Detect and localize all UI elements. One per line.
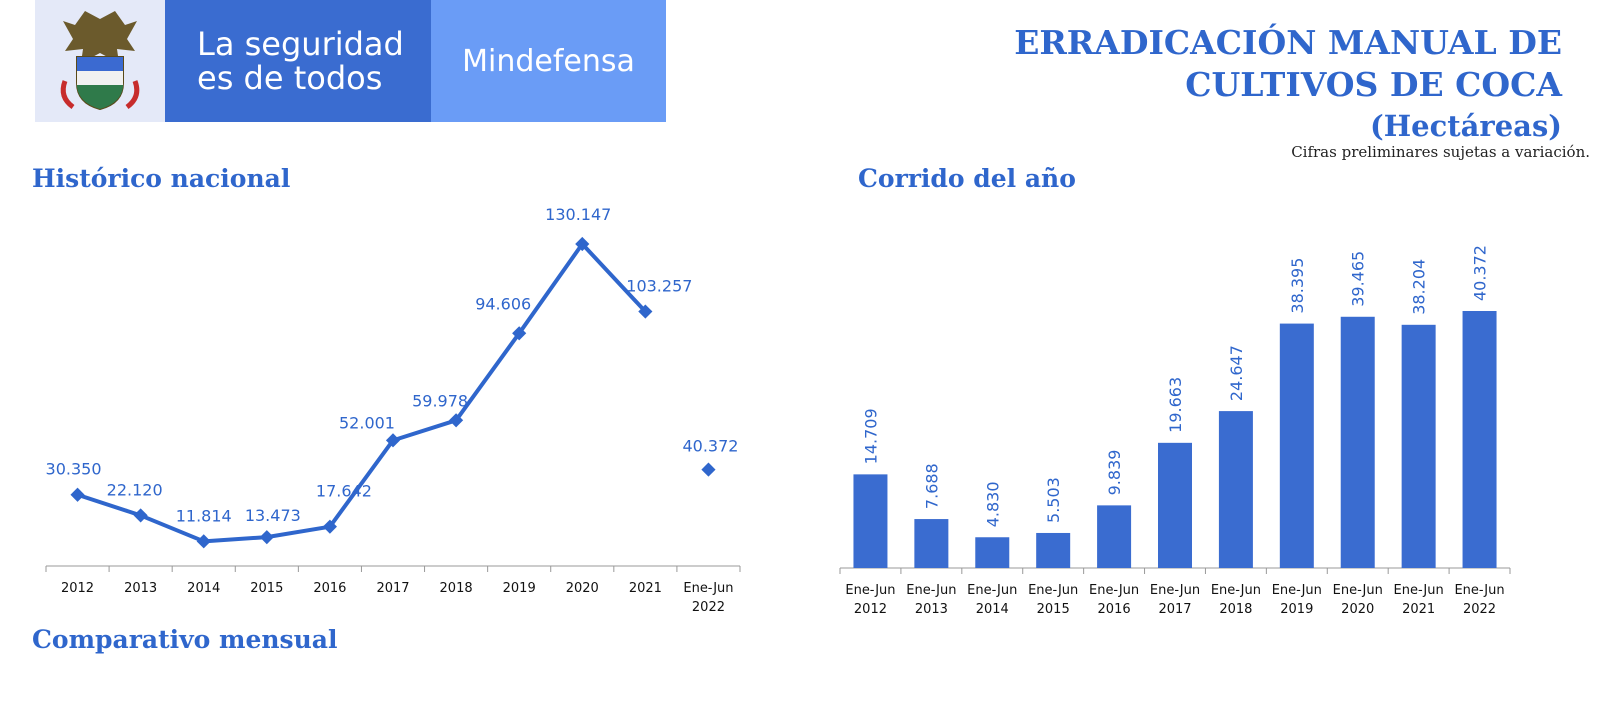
line-x-tick-label: 2014 [187, 581, 220, 596]
bar-data-label: 7.688 [922, 463, 941, 509]
line-x-tick-label: Ene-Jun [683, 581, 733, 596]
bar-data-label: 14.709 [861, 408, 880, 464]
bar-x-tick-label: Ene-Jun [906, 583, 956, 598]
line-x-tick-label: 2021 [629, 581, 662, 596]
bar [1340, 316, 1375, 568]
preliminary-note: Cifras preliminares sujetas a variación. [1291, 143, 1590, 161]
bar-x-tick-label: 2022 [1463, 602, 1496, 617]
bar-data-label: 38.395 [1288, 258, 1307, 314]
line-x-tick-label: 2020 [566, 581, 599, 596]
bar-x-tick-label: 2019 [1280, 602, 1313, 617]
bar [1158, 442, 1192, 568]
line-point-marker [70, 487, 85, 502]
line-x-tick-label: 2019 [503, 581, 536, 596]
page-title: ERRADICACIÓN MANUAL DE CULTIVOS DE COCA … [1014, 22, 1562, 146]
bar [1218, 411, 1253, 568]
line-point-marker [575, 236, 590, 252]
bar [1279, 323, 1314, 568]
line-series [76, 242, 647, 544]
line-point-marker [512, 326, 527, 341]
section-title-historico: Histórico nacional [32, 164, 291, 193]
bar [914, 519, 949, 568]
title-line-2: CULTIVOS DE COCA [1185, 65, 1562, 104]
line-data-label: 17.642 [316, 482, 372, 501]
bar-data-label: 5.503 [1044, 477, 1063, 523]
bar-data-label: 19.663 [1166, 377, 1185, 433]
line-data-label: 40.372 [682, 437, 738, 456]
line-x-tick-label: 2022 [692, 600, 725, 615]
title-line-1: ERRADICACIÓN MANUAL DE [1014, 23, 1562, 62]
bar [1036, 532, 1071, 568]
line-x-tick-label: 2012 [61, 581, 94, 596]
line-data-label: 22.120 [107, 480, 163, 499]
line-x-tick-label: 2015 [250, 581, 283, 596]
line-data-label: 59.978 [412, 391, 468, 410]
line-point-marker [701, 462, 716, 477]
bar-x-tick-label: Ene-Jun [1454, 583, 1504, 598]
line-data-label: 52.001 [339, 413, 395, 432]
line-data-label: 30.350 [46, 460, 102, 479]
bar-x-tick-label: 2014 [976, 602, 1009, 617]
line-x-tick-label: 2018 [440, 581, 473, 596]
line-point-marker [133, 508, 148, 523]
bar [1097, 505, 1132, 568]
line-x-tick-label: 2017 [376, 581, 409, 596]
section-title-corrido: Corrido del año [858, 164, 1076, 193]
bar-x-tick-label: Ene-Jun [1028, 583, 1078, 598]
line-data-label: 103.257 [626, 277, 692, 296]
bar-data-label: 24.647 [1227, 345, 1246, 401]
line-x-tick-label: 2016 [313, 581, 346, 596]
line-point-marker [259, 530, 274, 545]
line-point-marker [385, 433, 401, 448]
line-data-label: 11.814 [176, 506, 232, 525]
slogan-line-1: La seguridad [197, 25, 404, 63]
bar-data-label: 4.830 [983, 481, 1002, 527]
bar-x-tick-label: Ene-Jun [1089, 583, 1139, 598]
bar-x-tick-label: Ene-Jun [1211, 583, 1261, 598]
ministry-name: Mindefensa [431, 0, 666, 122]
line-x-tick-label: 2013 [124, 581, 157, 596]
bar-data-label: 9.839 [1105, 450, 1124, 496]
bar-x-tick-label: 2012 [854, 602, 887, 617]
bar-x-tick-label: Ene-Jun [1272, 583, 1322, 598]
bar-data-label: 39.465 [1349, 251, 1368, 307]
bar [1401, 324, 1436, 568]
bar-x-tick-label: Ene-Jun [1394, 583, 1444, 598]
line-point-marker [449, 413, 464, 428]
bar [1462, 311, 1497, 568]
bar-x-tick-label: Ene-Jun [1150, 583, 1200, 598]
slogan-line-2: es de todos [197, 59, 383, 97]
bar-x-tick-label: Ene-Jun [1333, 583, 1383, 598]
logo-banner: La seguridad es de todos Mindefensa [35, 0, 666, 122]
line-point-marker [638, 304, 653, 319]
bar-x-tick-label: 2018 [1219, 602, 1252, 617]
line-data-label: 13.473 [245, 506, 301, 525]
bar-x-tick-label: 2020 [1341, 602, 1374, 617]
bar-x-tick-label: 2021 [1402, 602, 1435, 617]
title-line-3: (Hectáreas) [1370, 109, 1562, 143]
bar-x-tick-label: Ene-Jun [845, 583, 895, 598]
line-data-label: 94.606 [475, 294, 531, 313]
bar-x-tick-label: 2015 [1037, 602, 1070, 617]
bar-x-tick-label: Ene-Jun [967, 583, 1017, 598]
bar [853, 474, 888, 568]
bar-x-tick-label: 2013 [915, 602, 948, 617]
bar-x-tick-label: 2017 [1158, 602, 1191, 617]
coat-of-arms-logo [35, 0, 165, 122]
bar [975, 537, 1010, 568]
line-point-marker [196, 534, 211, 549]
bar-x-tick-label: 2016 [1098, 602, 1131, 617]
line-data-label: 130.147 [545, 205, 611, 224]
bar-data-label: 38.204 [1410, 259, 1429, 315]
section-title-comparativo: Comparativo mensual [32, 625, 338, 654]
bar-data-label: 40.372 [1471, 245, 1490, 301]
slogan-block: La seguridad es de todos [165, 0, 431, 122]
line-point-marker [322, 519, 337, 534]
